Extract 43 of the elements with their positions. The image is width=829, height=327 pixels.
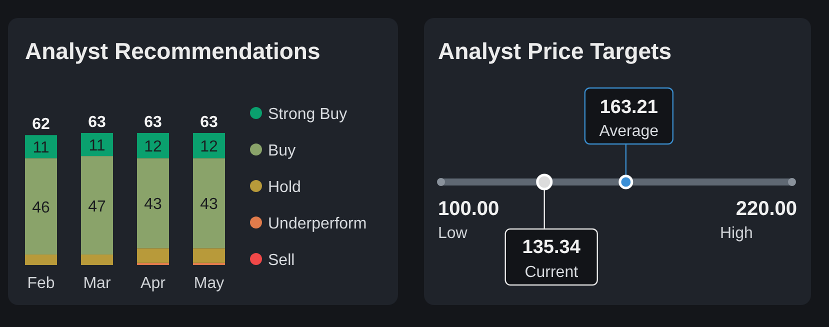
bar xyxy=(81,254,113,265)
data-label: 135.34 xyxy=(522,237,581,258)
legend-label: Underperform xyxy=(268,216,367,232)
category-label: High xyxy=(720,225,753,242)
legend-label: Buy xyxy=(268,142,296,160)
bar xyxy=(137,248,169,263)
x-tick-label: Feb xyxy=(27,275,55,292)
data-label: 43 xyxy=(144,196,162,214)
legend-label: Hold xyxy=(268,179,301,196)
data-label: 163.21 xyxy=(600,97,658,118)
bar xyxy=(25,135,57,158)
bar xyxy=(137,133,169,158)
data-label: 12 xyxy=(200,138,218,156)
data-label: 12 xyxy=(144,138,162,156)
data-label: 43 xyxy=(200,196,218,214)
data-label: 47 xyxy=(88,198,106,216)
bar xyxy=(193,133,225,158)
x-tick-label: May xyxy=(194,275,224,292)
total-label: 63 xyxy=(144,114,162,131)
data-label: 220.00 xyxy=(736,198,797,220)
bar xyxy=(193,248,225,263)
text: Analyst Price Targets xyxy=(438,38,672,64)
legend-label: Strong Buy xyxy=(268,106,348,123)
bar xyxy=(25,254,57,265)
bar xyxy=(193,158,225,248)
x-tick-label: Mar xyxy=(83,275,112,292)
bar xyxy=(137,158,169,248)
chart-title: Analyst Recommendations xyxy=(25,38,320,64)
bar xyxy=(81,133,113,156)
total-label: 63 xyxy=(88,114,106,131)
bar xyxy=(81,156,113,255)
bar xyxy=(25,158,57,255)
data-label: 11 xyxy=(32,140,50,157)
data-label: 100.00 xyxy=(438,198,500,220)
total-label: 62 xyxy=(32,116,50,134)
total-label: 63 xyxy=(200,114,218,131)
category-label: Low xyxy=(438,225,468,242)
data-label: 46 xyxy=(32,199,50,216)
category-label: Average xyxy=(599,123,659,140)
legend-label: Sell xyxy=(268,252,295,269)
category-label: Current xyxy=(524,264,579,281)
data-label: 11 xyxy=(88,138,106,155)
x-tick-label: Apr xyxy=(140,275,166,292)
